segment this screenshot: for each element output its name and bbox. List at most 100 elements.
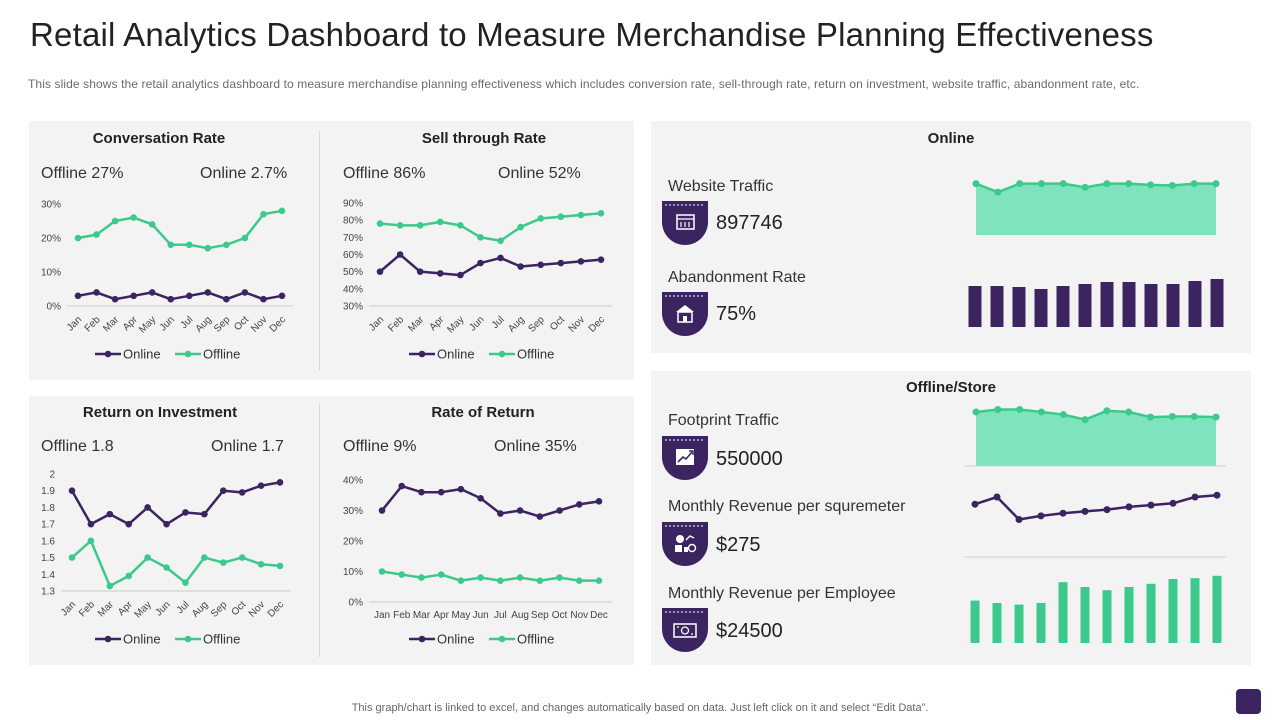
online-data-point <box>595 498 603 505</box>
sparkline-point <box>1015 516 1023 523</box>
x-tick-label: Mar <box>406 314 426 334</box>
online-data-point <box>378 507 386 514</box>
footprint-traffic-value: 550000 <box>716 448 783 470</box>
legend-online-label: Online <box>123 632 161 647</box>
y-tick-label: 40% <box>343 476 363 487</box>
y-tick-label: 1.3 <box>41 587 55 598</box>
sparkline-point <box>1168 412 1176 420</box>
offline-data-point <box>376 220 384 227</box>
x-tick-label: Aug <box>511 610 529 621</box>
revenue-per-employee-bars <box>970 575 1222 643</box>
online-data-point <box>457 271 464 279</box>
online-data-point <box>398 482 406 490</box>
sparkline-line <box>975 182 1216 194</box>
online-data-point <box>437 488 445 496</box>
sparkline-point <box>1059 411 1067 419</box>
x-tick-label: Jan <box>59 599 78 618</box>
roi-online-stat: Online 1.7 <box>211 438 284 455</box>
offline-data-point <box>68 554 76 561</box>
x-tick-label: Jan <box>367 314 386 333</box>
online-data-point <box>163 520 170 528</box>
x-tick-label: Jul <box>179 314 196 331</box>
x-tick-label: Oct <box>552 610 568 621</box>
sparkline-point <box>1147 501 1155 509</box>
offline-data-point <box>130 214 137 221</box>
offline-data-point <box>260 210 267 218</box>
rate-of-return-chart[interactable]: 0% 10% 20% 30% 40% Jan Feb Mar Apr May Jun Jul Aug Se… <box>331 464 626 656</box>
sparkline-point <box>1081 416 1089 424</box>
offline-data-point <box>517 223 524 231</box>
abandonment-rate-label: Abandonment Rate <box>668 269 806 286</box>
x-tick-label: Mar <box>101 314 121 334</box>
y-tick-label: 20% <box>41 234 61 245</box>
y-tick-label: 30% <box>41 200 61 211</box>
sparkline-point <box>1103 180 1111 188</box>
x-tick-label: Aug <box>506 314 526 334</box>
offline-series-line <box>77 209 283 250</box>
x-tick-label: Dec <box>266 599 286 619</box>
sparkline-bar <box>1012 287 1026 327</box>
online-data-point <box>144 504 151 511</box>
online-data-point <box>130 292 137 300</box>
page-subtitle: This slide shows the retail analytics da… <box>28 77 1140 91</box>
y-tick-label: 1.8 <box>41 503 55 514</box>
y-tick-label: 70% <box>343 233 363 244</box>
sparkline-point <box>1212 413 1220 421</box>
x-tick-label: Feb <box>386 314 406 334</box>
sparkline-point <box>1125 503 1133 511</box>
legend-offline-label: Offline <box>517 632 554 647</box>
web-page-icon <box>662 201 708 245</box>
x-tick-label: Nov <box>247 599 267 619</box>
online-data-point <box>87 520 95 528</box>
legend-offline-label: Offline <box>203 347 240 362</box>
offline-data-point <box>497 237 504 245</box>
legend-online-marker <box>418 350 426 358</box>
sparkline-point <box>1147 181 1155 189</box>
offline-data-point <box>537 215 545 222</box>
sparkline-point <box>971 500 979 508</box>
offline-data-point <box>437 571 445 578</box>
x-tick-label: Sep <box>531 610 549 621</box>
online-data-point <box>111 295 119 303</box>
online-series-line <box>381 484 600 518</box>
online-data-point <box>260 295 267 303</box>
offline-data-point <box>201 554 208 561</box>
online-data-point <box>536 513 544 520</box>
legend-offline-marker <box>498 635 506 643</box>
online-series-line <box>77 291 283 301</box>
offline-data-point <box>396 222 404 229</box>
sparkline-bar <box>1124 587 1134 643</box>
roi-offline-stat: Offline 1.8 <box>41 438 114 455</box>
offline-series-line <box>381 570 599 582</box>
online-data-point <box>74 292 82 300</box>
sparkline-bar <box>1036 603 1046 643</box>
legend-offline-marker <box>498 350 506 358</box>
online-data-point <box>278 292 286 300</box>
y-tick-label: 0% <box>47 302 62 313</box>
offline-data-point <box>418 574 425 581</box>
online-data-point <box>497 254 504 262</box>
online-series-line <box>70 481 281 526</box>
slide-nav-button[interactable] <box>1236 689 1261 714</box>
offline-data-point <box>219 559 227 566</box>
revenue-per-sqm-value: $275 <box>716 534 761 556</box>
legend-offline-marker <box>184 635 192 643</box>
y-tick-label: 10% <box>343 567 363 578</box>
x-tick-label: Jan <box>65 314 84 333</box>
online-series-line <box>379 253 602 277</box>
y-tick-label: 80% <box>343 216 363 227</box>
x-tick-label: Dec <box>268 314 288 334</box>
sparkline-bar <box>1100 282 1114 327</box>
x-tick-label: Dec <box>590 610 608 621</box>
sparkline-point <box>994 406 1002 414</box>
offline-data-point <box>93 231 100 238</box>
revenue-icon <box>662 522 708 566</box>
offline-section-title: Offline/Store <box>905 379 996 396</box>
x-tick-label: Mar <box>413 610 431 621</box>
offline-data-point <box>575 577 583 584</box>
y-tick-label: 50% <box>343 267 363 278</box>
legend-offline-label: Offline <box>203 632 240 647</box>
